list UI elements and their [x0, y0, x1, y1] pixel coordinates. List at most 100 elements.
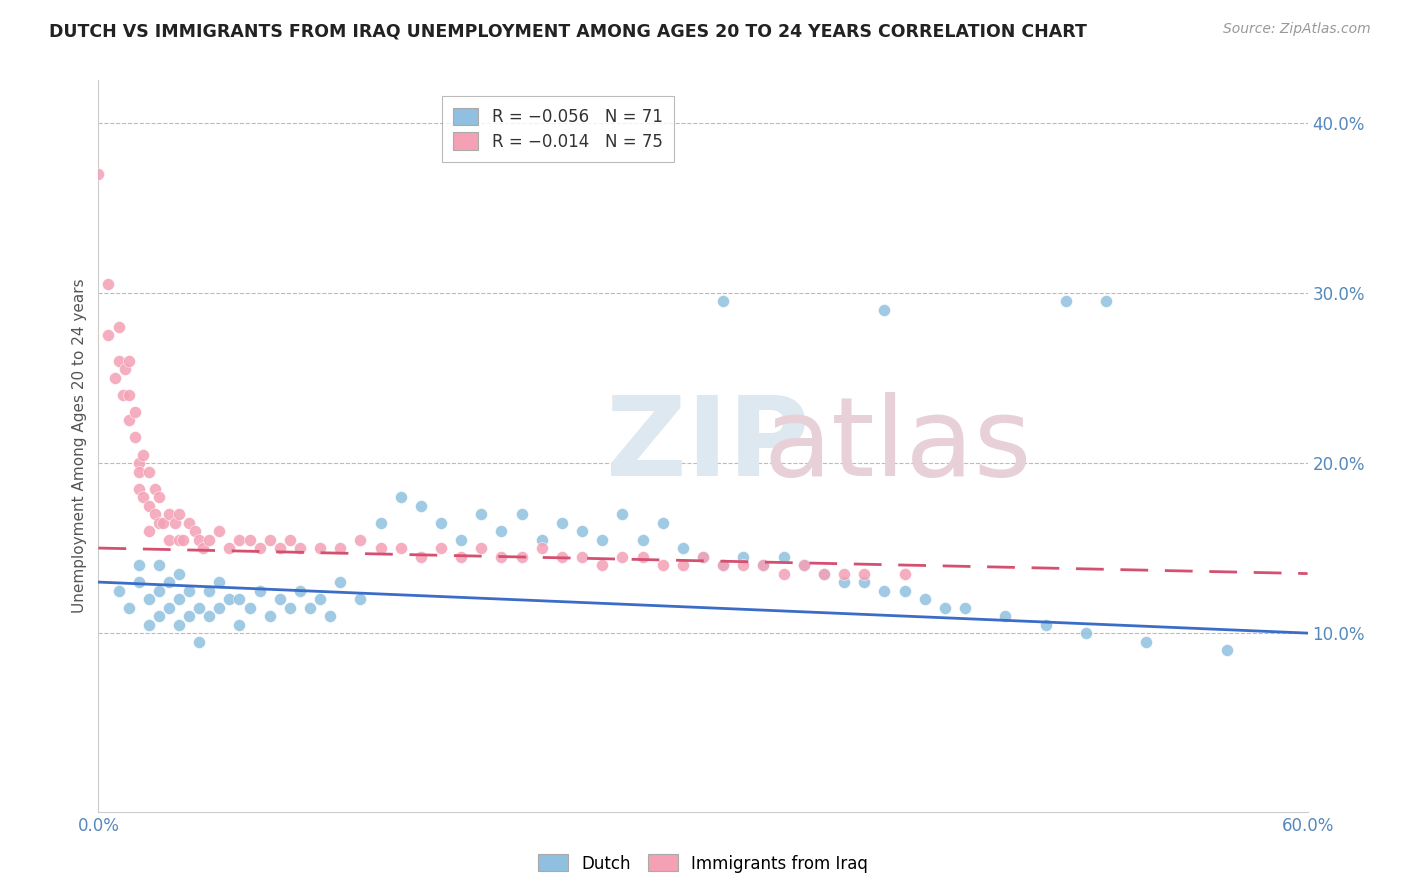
- Point: [148, 516, 170, 530]
- Point: [124, 430, 146, 444]
- Point: [163, 516, 186, 530]
- Point: [128, 558, 150, 572]
- Point: [118, 388, 141, 402]
- Point: [793, 558, 815, 572]
- Point: [167, 507, 190, 521]
- Point: [148, 490, 170, 504]
- Point: [157, 533, 180, 547]
- Point: [148, 609, 170, 624]
- Point: [631, 533, 654, 547]
- Point: [752, 558, 775, 572]
- Point: [128, 575, 150, 590]
- Point: [118, 354, 141, 368]
- Point: [172, 533, 194, 547]
- Point: [349, 592, 371, 607]
- Point: [239, 600, 262, 615]
- Point: [138, 524, 160, 538]
- Point: [259, 533, 281, 547]
- Point: [179, 609, 201, 624]
- Point: [111, 388, 134, 402]
- Point: [198, 609, 221, 624]
- Point: [208, 575, 231, 590]
- Point: [510, 549, 533, 564]
- Point: [103, 371, 125, 385]
- Point: [692, 549, 714, 564]
- Point: [893, 583, 915, 598]
- Point: [124, 405, 146, 419]
- Point: [530, 533, 553, 547]
- Point: [132, 448, 155, 462]
- Point: [148, 558, 170, 572]
- Point: [832, 575, 855, 590]
- Point: [193, 541, 215, 555]
- Point: [259, 609, 281, 624]
- Point: [167, 533, 190, 547]
- Point: [470, 507, 492, 521]
- Point: [772, 549, 794, 564]
- Point: [128, 482, 150, 496]
- Point: [733, 549, 755, 564]
- Point: [97, 328, 120, 343]
- Point: [450, 533, 472, 547]
- Point: [128, 456, 150, 470]
- Point: [288, 583, 311, 598]
- Point: [349, 533, 371, 547]
- Point: [853, 566, 876, 581]
- Point: [167, 617, 190, 632]
- Point: [179, 583, 201, 598]
- Point: [114, 362, 136, 376]
- Point: [118, 413, 141, 427]
- Point: [228, 533, 250, 547]
- Point: [143, 482, 166, 496]
- Point: [612, 549, 634, 564]
- Point: [491, 524, 513, 538]
- Point: [299, 600, 322, 615]
- Point: [813, 566, 835, 581]
- Point: [711, 558, 734, 572]
- Point: [612, 507, 634, 521]
- Point: [143, 507, 166, 521]
- Text: DUTCH VS IMMIGRANTS FROM IRAQ UNEMPLOYMENT AMONG AGES 20 TO 24 YEARS CORRELATION: DUTCH VS IMMIGRANTS FROM IRAQ UNEMPLOYME…: [49, 22, 1087, 40]
- Point: [591, 558, 613, 572]
- Y-axis label: Unemployment Among Ages 20 to 24 years: Unemployment Among Ages 20 to 24 years: [72, 278, 87, 614]
- Point: [370, 516, 392, 530]
- Point: [832, 566, 855, 581]
- Point: [551, 549, 574, 564]
- Point: [218, 541, 240, 555]
- Point: [132, 490, 155, 504]
- Point: [1135, 634, 1157, 648]
- Point: [772, 566, 794, 581]
- Point: [672, 541, 695, 555]
- Legend: Dutch, Immigrants from Iraq: Dutch, Immigrants from Iraq: [531, 847, 875, 880]
- Point: [450, 549, 472, 564]
- Point: [179, 516, 201, 530]
- Point: [873, 302, 896, 317]
- Point: [157, 507, 180, 521]
- Point: [184, 524, 207, 538]
- Point: [733, 558, 755, 572]
- Point: [198, 533, 221, 547]
- Point: [138, 465, 160, 479]
- Point: [249, 583, 271, 598]
- Text: atlas: atlas: [763, 392, 1032, 500]
- Point: [1035, 617, 1057, 632]
- Point: [107, 354, 129, 368]
- Point: [430, 541, 453, 555]
- Point: [370, 541, 392, 555]
- Point: [138, 592, 160, 607]
- Point: [813, 566, 835, 581]
- Point: [319, 609, 342, 624]
- Point: [430, 516, 453, 530]
- Point: [167, 566, 190, 581]
- Point: [953, 600, 976, 615]
- Point: [793, 558, 815, 572]
- Point: [188, 533, 211, 547]
- Point: [409, 549, 432, 564]
- Point: [711, 558, 734, 572]
- Point: [198, 583, 221, 598]
- Point: [914, 592, 936, 607]
- Point: [470, 541, 492, 555]
- Point: [651, 516, 673, 530]
- Point: [309, 541, 332, 555]
- Point: [389, 490, 412, 504]
